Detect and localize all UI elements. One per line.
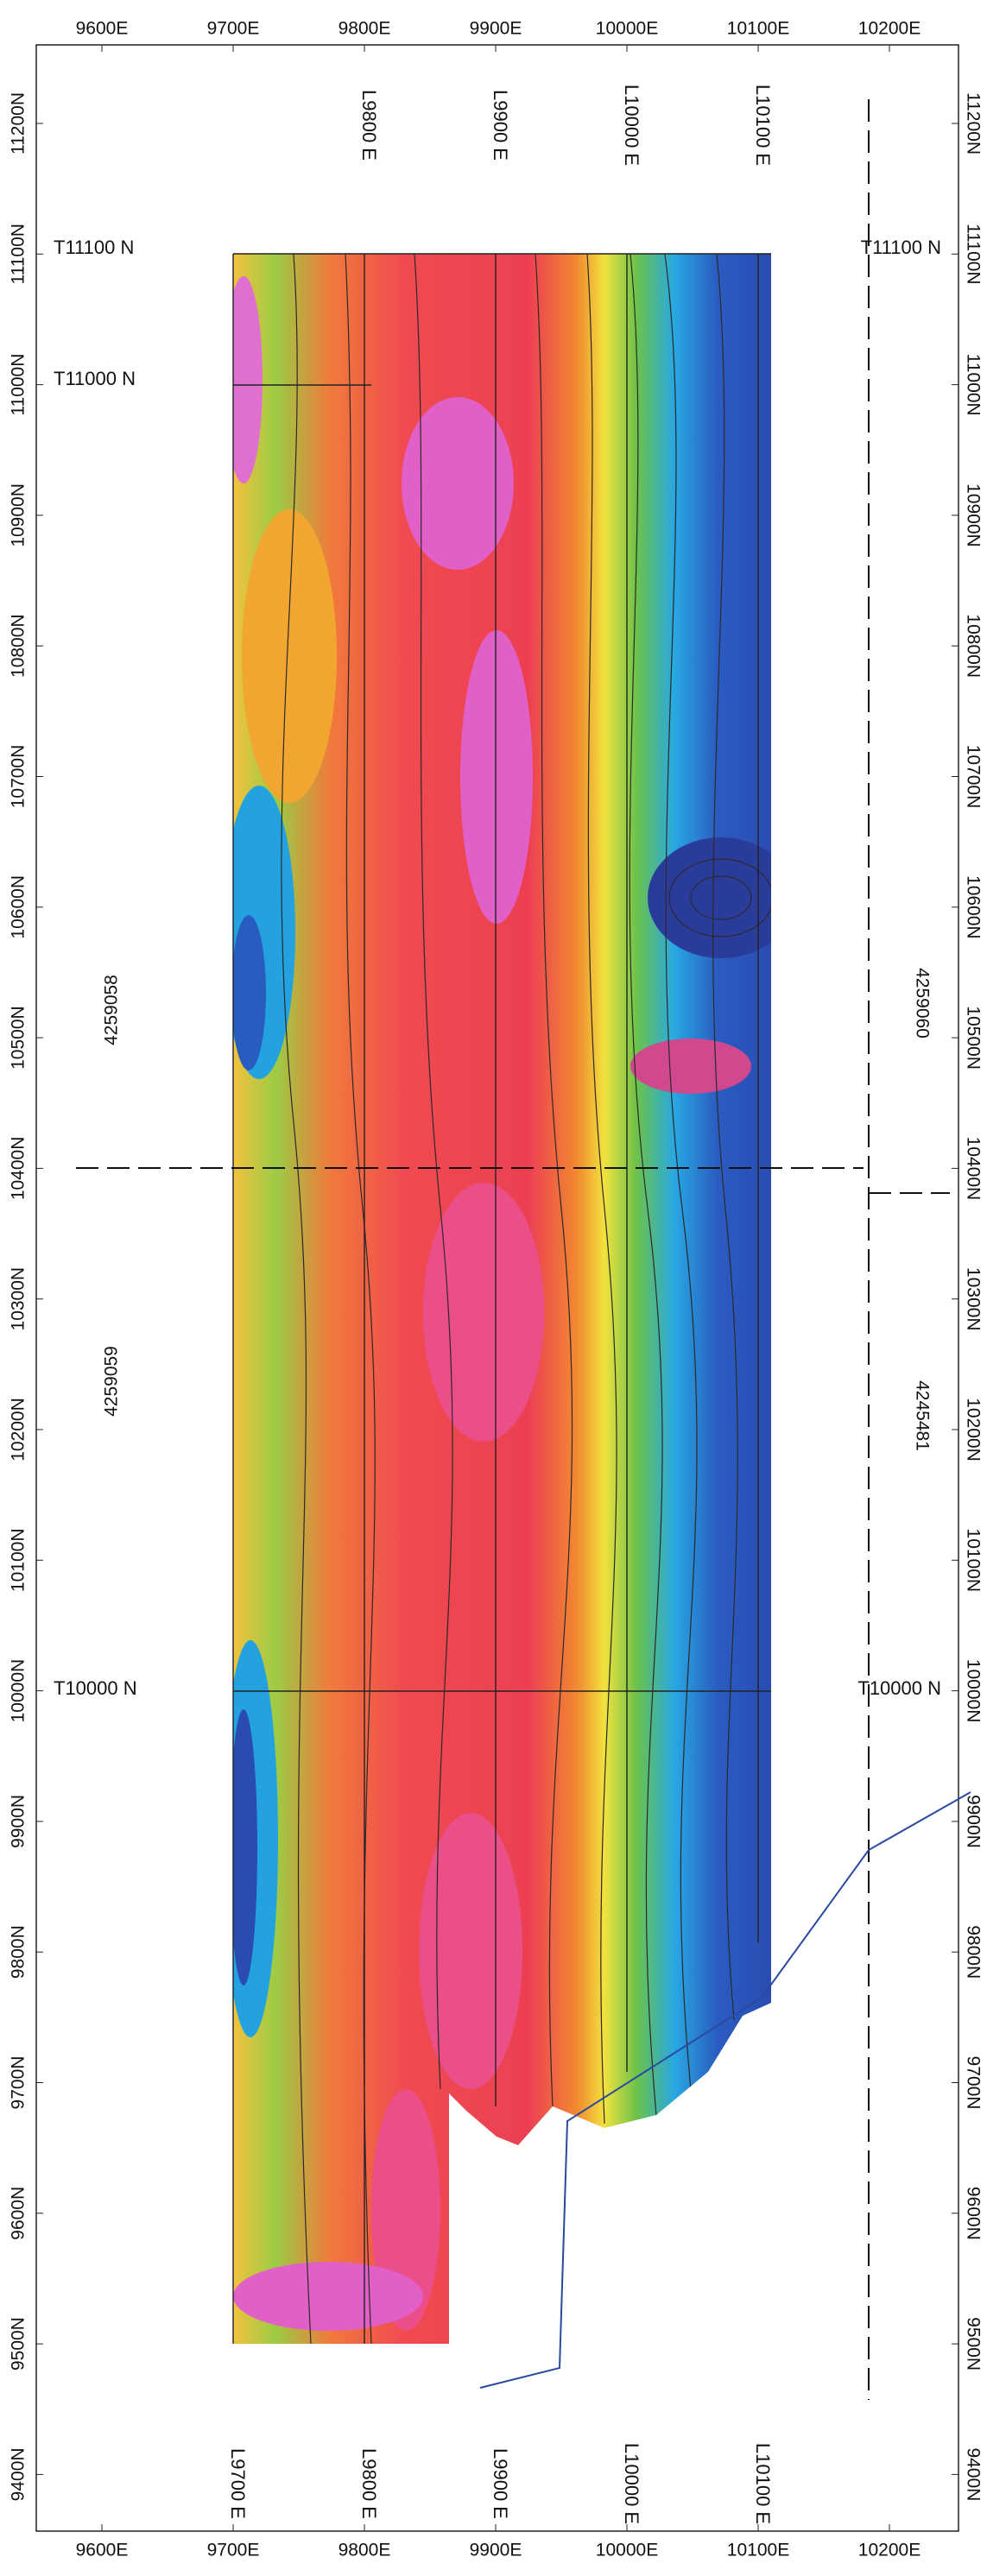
claim-number: 4259060 — [912, 968, 932, 1039]
easting-label: 9800E — [338, 2541, 391, 2560]
anomaly — [630, 1039, 751, 1094]
tie-line-label: T11100 N — [54, 237, 134, 258]
easting-label: 10000E — [596, 2541, 658, 2560]
easting-label: 9800E — [338, 19, 391, 39]
easting-label: 9700E — [207, 2541, 260, 2560]
survey-line-label: L10000 E — [621, 2443, 642, 2524]
northing-label: 11100N — [963, 224, 983, 284]
contour-line — [664, 254, 698, 2090]
contour-line — [712, 254, 738, 2021]
northing-label: 10300N — [963, 1267, 983, 1331]
contour-line — [690, 875, 752, 920]
northing-label: 10300N — [9, 1267, 28, 1331]
contour-line — [629, 254, 663, 2116]
survey-line-label: L9700 E — [227, 2448, 249, 2519]
northing-label: 9700N — [963, 2056, 983, 2110]
survey-line-label: L9800 E — [358, 2448, 380, 2519]
survey-line-label: L9900 E — [490, 2448, 511, 2519]
contour-line — [414, 254, 453, 2090]
northing-label: 9900N — [9, 1795, 28, 1848]
anomaly — [402, 397, 514, 570]
easting-label: 9700E — [207, 19, 260, 39]
northing-label: 9500N — [963, 2317, 983, 2371]
survey-line-label: L10100 E — [752, 2443, 774, 2524]
easting-label: 9600E — [76, 19, 129, 39]
northing-label: 10800N — [9, 614, 28, 678]
northing-label: 10900N — [963, 483, 983, 547]
northing-label: 9400N — [963, 2447, 983, 2501]
property-boundary — [479, 1791, 971, 2389]
northing-label: 11000N — [9, 354, 28, 416]
easting-label: 9900E — [470, 19, 522, 39]
easting-label: 10200E — [858, 2541, 921, 2560]
survey-line-label: L10100 E — [752, 85, 774, 166]
easting-label: 9600E — [76, 2541, 129, 2560]
anomaly — [233, 2262, 423, 2331]
contour-line — [535, 254, 573, 2107]
northing-label: 10900N — [9, 483, 28, 547]
northing-label: 9500N — [9, 2317, 28, 2371]
northing-label: 9400N — [9, 2447, 28, 2501]
anomaly — [233, 1709, 257, 1986]
tie-line-label: T10000 N — [54, 1677, 137, 1699]
claim-number: 4259058 — [102, 975, 122, 1045]
easting-label: 10100E — [727, 2541, 789, 2560]
survey-grid — [232, 253, 771, 2344]
northing-label: 10700N — [963, 745, 983, 809]
northing-label: 9800N — [9, 1925, 28, 1979]
northing-label: 9700N — [9, 2056, 28, 2110]
northing-label: 10100N — [963, 1529, 983, 1593]
easting-label: 10100E — [727, 19, 789, 39]
tie-line-label: T11100 N — [861, 237, 941, 258]
contour-line — [668, 858, 771, 938]
northing-label: 10100N — [9, 1529, 28, 1593]
contour-surface — [233, 254, 771, 2344]
northing-label: 10200N — [9, 1398, 28, 1462]
anomaly — [233, 915, 266, 1070]
northing-label: 9900N — [963, 1795, 983, 1848]
survey-line-label: L9800 E — [358, 90, 380, 161]
northing-label: 10600N — [9, 875, 28, 939]
northing-label: 11200N — [9, 92, 28, 155]
contour-line — [281, 254, 312, 2344]
easting-label: 10200E — [858, 19, 921, 39]
frame — [35, 44, 959, 2532]
labels: 9600E 9700E 9800E 9900E 10000E 10100E 10200E 96… — [9, 19, 984, 2560]
northing-label: 11100N — [9, 224, 28, 284]
survey-line-label: L10000 E — [621, 85, 642, 166]
frame-ticks — [36, 45, 959, 2531]
northing-label: 9600N — [9, 2187, 28, 2240]
northing-label: 11200N — [963, 92, 983, 155]
northing-label: 10600N — [963, 875, 983, 939]
northing-label: 10400N — [963, 1137, 983, 1201]
tie-line-label: T10000 N — [857, 1677, 941, 1699]
claim-number: 4245481 — [912, 1380, 932, 1451]
northing-label: 9600N — [963, 2187, 983, 2240]
anomaly — [419, 1813, 522, 2089]
anomaly — [423, 1183, 544, 1442]
northing-label: 10700N — [9, 745, 28, 809]
northing-label: 10000N — [963, 1659, 983, 1723]
anomaly — [242, 509, 337, 803]
anomaly — [233, 276, 263, 483]
easting-label: 10000E — [596, 19, 658, 39]
survey-line-label: L9900 E — [490, 90, 511, 161]
northing-label: 10800N — [963, 614, 983, 678]
easting-label: 9900E — [470, 2541, 522, 2560]
northing-label: 10500N — [9, 1006, 28, 1070]
tie-line-label: T11000 N — [54, 368, 136, 389]
northing-label: 10000N — [9, 1659, 28, 1723]
claim-number: 4259059 — [102, 1346, 122, 1417]
northing-label: 10400N — [9, 1137, 28, 1201]
northing-label: 9800N — [963, 1925, 983, 1979]
anomaly — [460, 630, 533, 924]
northing-label: 10500N — [963, 1006, 983, 1070]
northing-label: 10200N — [963, 1398, 983, 1462]
contour-line — [586, 254, 617, 2125]
northing-label: 11000N — [963, 354, 983, 416]
